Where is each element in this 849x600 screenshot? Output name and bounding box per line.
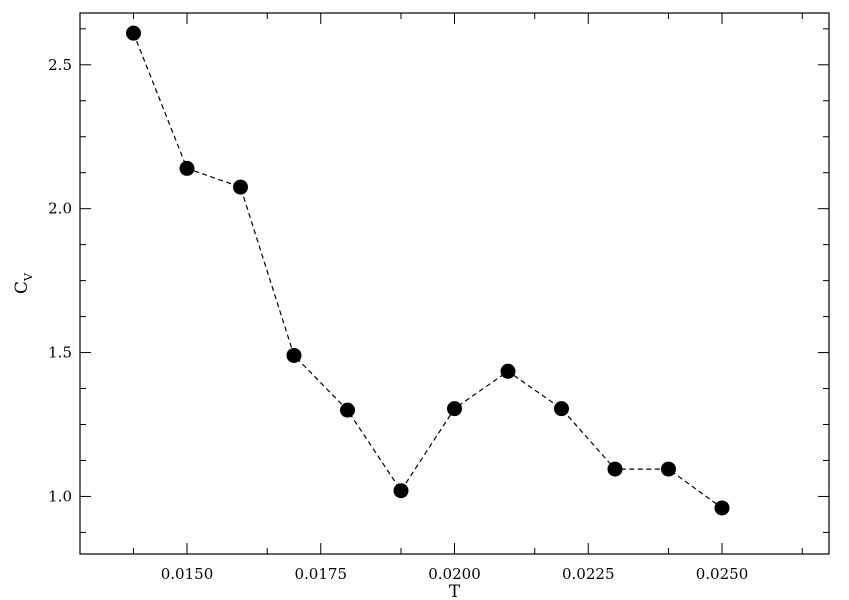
data-point-0 bbox=[126, 25, 141, 41]
x-tick-label-3: 0.0225 bbox=[562, 565, 615, 583]
y-axis-label-main: C bbox=[12, 281, 32, 294]
y-axis-label-subscript: V bbox=[22, 272, 35, 282]
data-point-10 bbox=[661, 461, 676, 477]
axis-ticks bbox=[80, 13, 829, 554]
series-line-0 bbox=[132, 32, 723, 509]
data-point-1 bbox=[179, 160, 195, 176]
data-point-11 bbox=[714, 500, 730, 516]
y-tick-label-2: 2.0 bbox=[48, 200, 72, 218]
x-tick-label-2: 0.0200 bbox=[428, 565, 481, 583]
y-tick-label-1: 1.5 bbox=[48, 344, 72, 362]
data-point-4 bbox=[340, 402, 355, 418]
x-tick-label-1: 0.0175 bbox=[295, 565, 348, 583]
data-point-2 bbox=[233, 179, 248, 195]
data-point-7 bbox=[500, 363, 516, 379]
data-point-9 bbox=[607, 461, 623, 477]
data-point-3 bbox=[286, 347, 302, 363]
data-point-6 bbox=[447, 401, 462, 417]
x-axis-label: T bbox=[449, 582, 461, 600]
tick-labels: 0.0150 0.0175 0.0200 0.0225 0.0250 1.0 1.5 2.0 2… bbox=[48, 56, 748, 583]
y-axis-label: CV bbox=[12, 272, 35, 294]
y-tick-label-3: 2.5 bbox=[48, 56, 72, 74]
data-point-5 bbox=[393, 483, 409, 499]
data-series bbox=[126, 25, 730, 516]
y-tick-label-0: 1.0 bbox=[48, 487, 72, 505]
plot-frame bbox=[79, 12, 830, 555]
x-tick-label-0: 0.0150 bbox=[161, 565, 214, 583]
x-tick-label-4: 0.0250 bbox=[696, 565, 749, 583]
data-point-8 bbox=[554, 401, 569, 417]
